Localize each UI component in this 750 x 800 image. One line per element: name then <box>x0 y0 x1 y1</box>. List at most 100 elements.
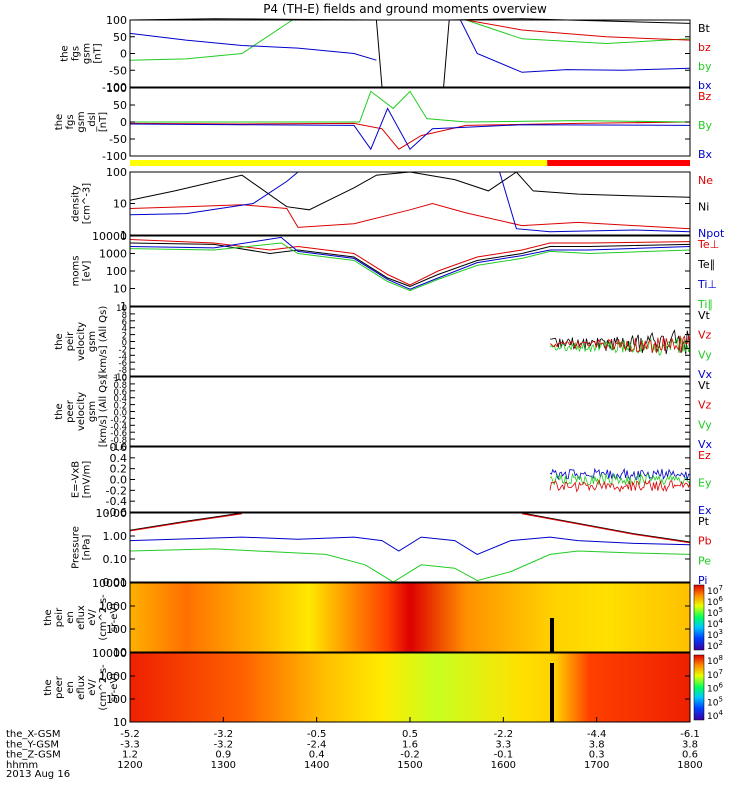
colorbar-tick-label: 107 <box>707 584 723 597</box>
panel-fgs_dsl: 100 50 0 -50 -100 the fgs gsm _dsl [nT] Bz By Bx <box>54 82 713 163</box>
y-label-line: [mV/m] <box>82 461 93 499</box>
y-label-line: [km/s] (All Qs) <box>98 376 109 448</box>
y-label-line: (cm^2-s- <box>98 664 109 711</box>
legend-Te∥: Te∥ <box>697 258 715 271</box>
colorbar-tick-label: 105 <box>707 606 723 619</box>
y-tick-label: 10 <box>113 716 127 729</box>
y-label-line: fgs <box>71 46 82 61</box>
y-label-line: [nT] <box>93 43 104 63</box>
y-tick-label: 0.4 <box>113 395 127 405</box>
colorbar-tick-label: 106 <box>707 595 723 608</box>
legend-Ni: Ni <box>698 201 709 214</box>
y-label-line: en <box>65 681 76 694</box>
series-line <box>459 19 691 73</box>
y-axis-label: moms [eV] <box>71 256 93 287</box>
y-tick-label: 0.10 <box>103 553 128 566</box>
y-label-line: the <box>54 114 65 130</box>
data-gap-bar <box>550 618 554 652</box>
series-line <box>129 18 383 88</box>
y-axis-label: density [cm^-3] <box>71 183 93 224</box>
colorbar-tick-label: 104 <box>707 709 723 722</box>
legend-Ey: Ey <box>698 477 712 490</box>
y-label-line: peir <box>65 331 76 351</box>
y-tick-label: -0.6 <box>110 429 127 439</box>
y-tick-label: 0 <box>120 48 127 61</box>
y-label-line: [cm^-3] <box>82 183 93 224</box>
y-axis-label: the peer en eflux eV/(cm^2-s-sr-eV) <box>43 664 120 711</box>
y-tick-label: 1.0 <box>113 374 127 384</box>
colorbar-tick-label: 107 <box>707 668 723 681</box>
y-tick-label: -0.2 <box>110 415 127 425</box>
y-label-line: gsm <box>82 43 93 64</box>
y-label-line: the <box>43 679 54 695</box>
y-tick-label: -0.2 <box>106 484 127 497</box>
series-line <box>129 19 293 61</box>
series-line <box>521 512 691 543</box>
legend-By: By <box>698 119 713 132</box>
x-row-value: -3.3 <box>120 739 140 750</box>
y-label-line: (cm^2-s- <box>98 594 109 641</box>
y-label-line: density <box>71 185 82 222</box>
series-line <box>129 512 243 531</box>
y-label-line: sr-eV) <box>109 603 120 632</box>
colorbar <box>693 584 705 651</box>
y-label-line: peer <box>54 675 65 699</box>
legend-Vt: Vt <box>698 309 711 322</box>
series-line <box>521 513 691 544</box>
y-tick-label: 4 <box>122 325 127 335</box>
y-tick-label: 10 <box>116 304 127 314</box>
y-label-line: [nT] <box>98 112 109 132</box>
x-row-value: 1.2 <box>122 750 138 761</box>
series-line <box>129 242 691 287</box>
legend-by: by <box>698 60 712 73</box>
y-label-line: en <box>65 611 76 624</box>
x-row-value: -0.5 <box>307 729 327 740</box>
y-tick-label: 1000 <box>99 670 127 683</box>
y-tick-label: -0.4 <box>106 495 127 508</box>
colorbar-tick-label: 103 <box>707 628 723 641</box>
y-tick-label: 2 <box>122 332 127 342</box>
y-tick-label: -8 <box>119 366 127 376</box>
panel-vel_peer: 1.00.80.60.40.20.0-0.2-0.4-0.6-0.8-1.0th… <box>54 374 713 453</box>
spectrogram-image <box>130 583 690 652</box>
x-row-value: -2.2 <box>494 729 514 740</box>
x-row-value: 1300 <box>211 760 236 771</box>
series-noise <box>549 334 691 353</box>
data-gap-bar <box>550 663 554 722</box>
legend-Npot: Npot <box>698 227 725 240</box>
series-line <box>129 32 377 61</box>
y-axis-label: the peir en eflux eV/(cm^2-s-sr-eV) <box>43 594 120 641</box>
y-tick-label: 1000 <box>99 600 127 613</box>
y-tick-label: 10.00 <box>96 507 128 520</box>
x-row-value: 0.6 <box>682 750 698 761</box>
x-row-name: hhmm <box>6 760 38 771</box>
x-row-value: 0.5 <box>402 729 418 740</box>
series-noise <box>549 472 691 486</box>
y-tick-label: 100 <box>106 82 127 95</box>
x-row-value: -0.2 <box>400 750 420 761</box>
legend-Ne: Ne <box>698 174 713 187</box>
legend-bz: bz <box>698 41 711 54</box>
y-tick-label: -6 <box>119 359 127 369</box>
x-row-value: 3.8 <box>589 739 605 750</box>
series-line <box>129 107 691 151</box>
series-line <box>129 548 691 583</box>
legend-Bz: Bz <box>698 90 712 103</box>
y-tick-label: 0.2 <box>113 402 127 412</box>
legend-Pe: Pe <box>698 554 711 567</box>
series-line <box>129 536 691 555</box>
y-label-line: the <box>60 45 71 61</box>
x-row-value: 0.9 <box>215 750 231 761</box>
series-line <box>129 121 691 150</box>
y-label-line: velocity <box>76 392 87 431</box>
x-row-value: 1200 <box>117 760 142 771</box>
x-row-value: -5.2 <box>120 729 140 740</box>
y-axis-label: E=-VxB [mV/m] <box>71 461 93 499</box>
series-line <box>129 171 691 211</box>
y-label-line: the <box>54 403 65 419</box>
panel-frame <box>129 19 691 88</box>
legend-Pb: Pb <box>698 535 712 548</box>
